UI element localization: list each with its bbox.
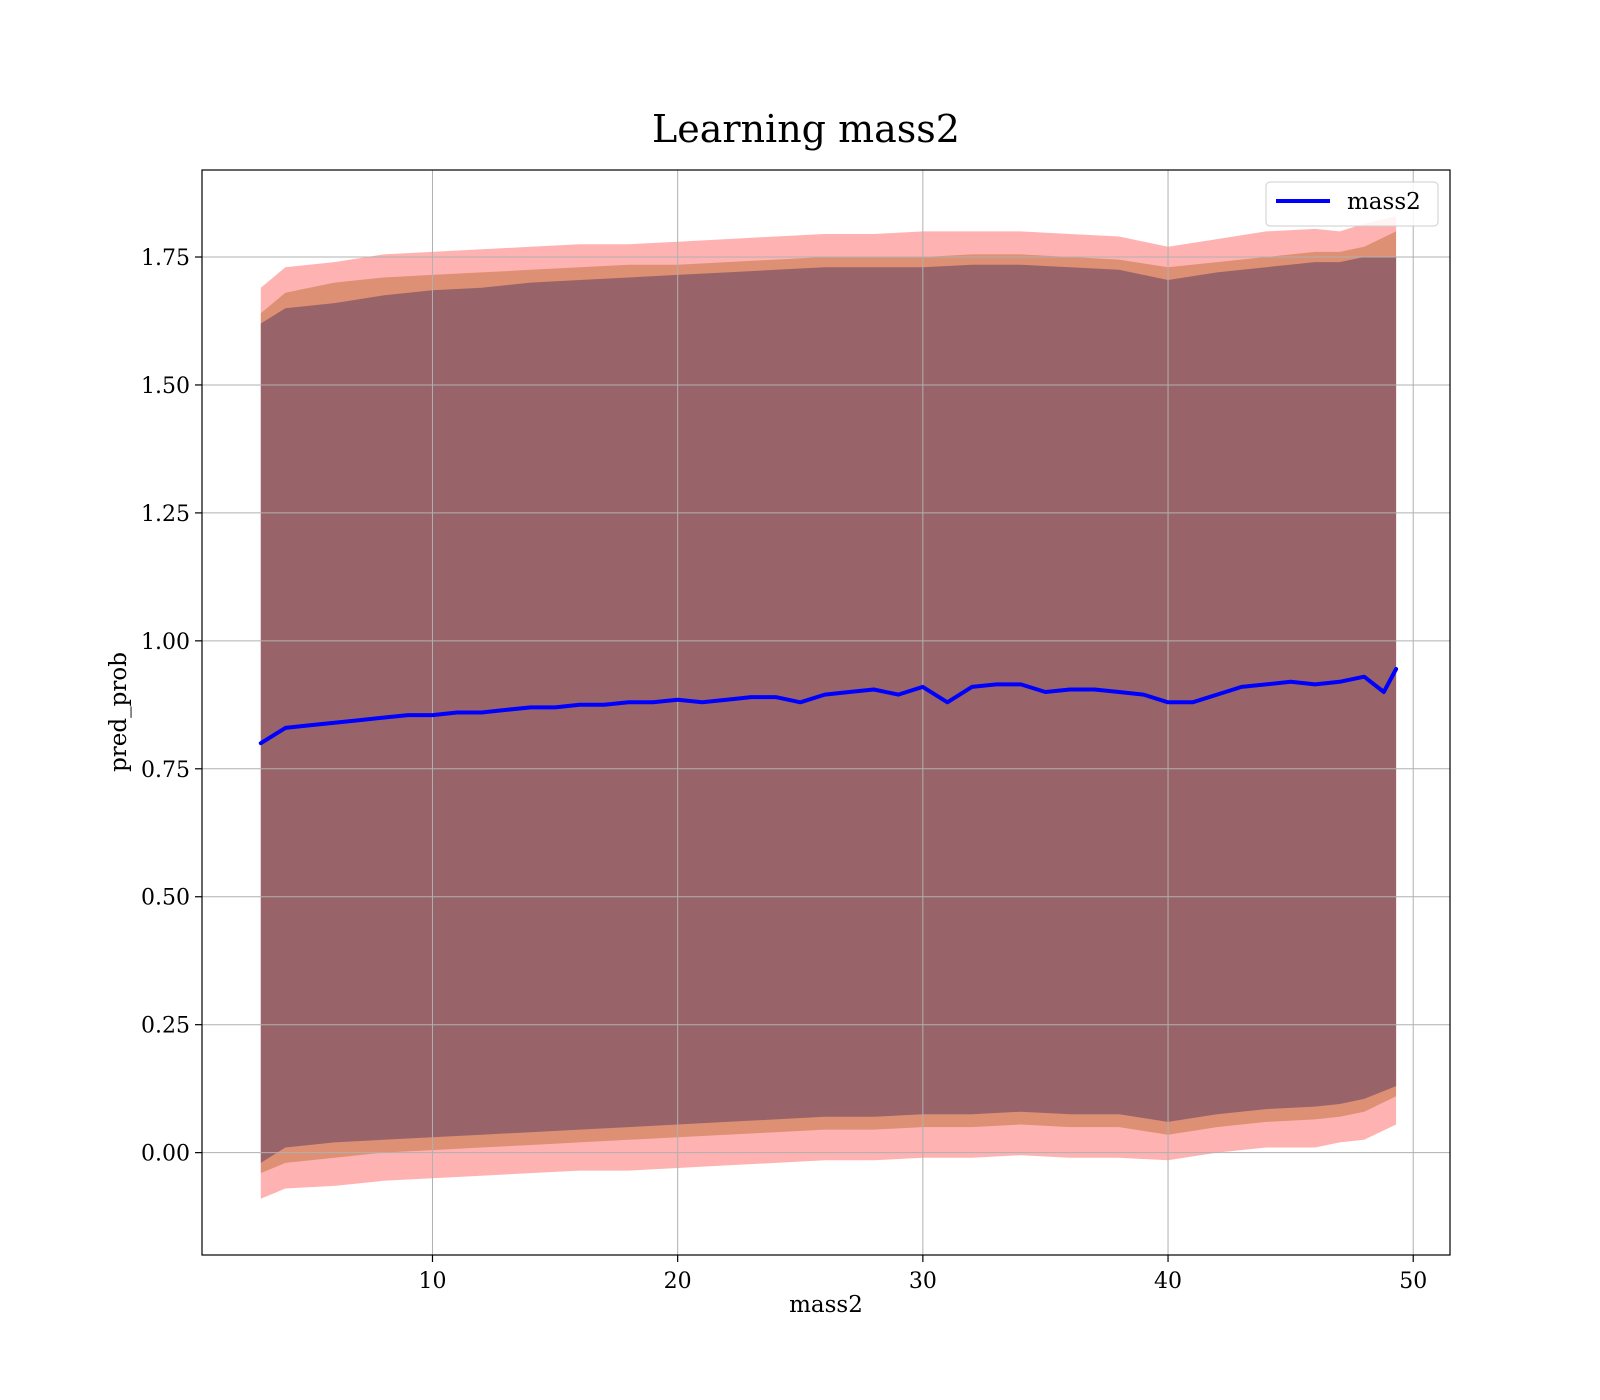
chart-title: Learning mass2	[652, 107, 960, 151]
y-tick-label: 0.75	[141, 758, 190, 783]
y-tick-label: 1.25	[141, 502, 190, 527]
x-tick-label: 40	[1154, 1269, 1182, 1294]
x-tick-label: 20	[664, 1269, 692, 1294]
y-tick-label: 0.00	[141, 1142, 190, 1167]
x-tick-label: 10	[418, 1269, 446, 1294]
y-tick-label: 1.00	[141, 630, 190, 655]
legend-label-mass2: mass2	[1347, 189, 1421, 215]
y-axis-label: pred_prob	[106, 652, 132, 772]
y-tick-label: 0.25	[141, 1014, 190, 1039]
x-axis-label: mass2	[789, 1292, 863, 1318]
y-tick-label: 1.75	[141, 246, 190, 271]
legend: mass2	[1265, 181, 1439, 227]
series-lines	[258, 667, 1399, 746]
x-tick-label: 30	[909, 1269, 937, 1294]
series-line-mass2	[258, 667, 1399, 746]
confidence-band-3	[260, 257, 1397, 1163]
x-tick-label: 50	[1399, 1269, 1427, 1294]
y-tick-label: 0.50	[141, 886, 190, 911]
y-axis: 0.00 0.25 0.50 0.75 1.00 1.25 1.50 1.75	[141, 246, 202, 1167]
x-axis: 10 20 30 40 50	[418, 1255, 1427, 1294]
confidence-bands	[260, 216, 1397, 1199]
grid	[202, 170, 1450, 1255]
legend-box	[1265, 181, 1439, 227]
y-tick-label: 1.50	[141, 374, 190, 399]
plot-frame	[201, 169, 1451, 1256]
